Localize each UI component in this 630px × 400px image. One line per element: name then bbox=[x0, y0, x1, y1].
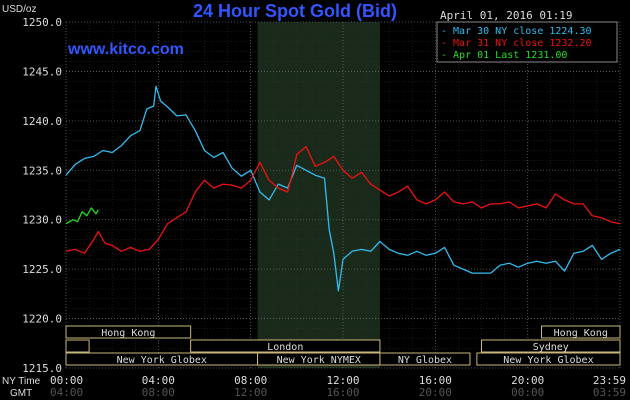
chart-title: 24 Hour Spot Gold (Bid) bbox=[193, 1, 397, 21]
session-label: Sydney bbox=[533, 342, 569, 353]
x-row-label-gmt: GMT bbox=[10, 388, 32, 399]
y-tick-label: 1250.0 bbox=[22, 16, 62, 29]
session-bar bbox=[481, 339, 621, 353]
x-tick-label-ny: 20:00 bbox=[511, 374, 544, 387]
legend-box bbox=[436, 21, 618, 63]
x-tick-label-gmt: 12:00 bbox=[234, 386, 267, 399]
session-bar bbox=[65, 325, 192, 339]
session-bar bbox=[65, 339, 90, 353]
y-axis-label: USD/oz bbox=[2, 4, 36, 15]
y-tick-label: 1235.0 bbox=[22, 164, 62, 177]
y-tick-label: 1220.0 bbox=[22, 313, 62, 326]
x-tick-label-ny: 04:00 bbox=[142, 374, 175, 387]
x-tick-label-ny: 23:59 bbox=[593, 374, 626, 387]
series-line-2 bbox=[65, 145, 621, 254]
date-label: April 01, 2016 01:19 bbox=[440, 9, 572, 22]
y-tick-label: 1230.0 bbox=[22, 214, 62, 227]
x-tick-label-gmt: 08:00 bbox=[142, 386, 175, 399]
session-bar bbox=[190, 339, 381, 353]
x-tick-label-ny: 08:00 bbox=[234, 374, 267, 387]
legend-entry: - Mar 30 NY close 1224.30 bbox=[441, 26, 592, 37]
x-tick-label-ny: 00:00 bbox=[50, 374, 83, 387]
session-bar bbox=[379, 352, 471, 366]
session-label: Hong Kong bbox=[554, 328, 608, 339]
y-tick-label: 1245.0 bbox=[22, 65, 62, 78]
x-tick-label-gmt: 20:00 bbox=[419, 386, 452, 399]
session-bar bbox=[476, 352, 621, 366]
session-label: New York NYMEX bbox=[277, 355, 361, 366]
x-tick-label-gmt: 04:00 bbox=[50, 386, 83, 399]
session-label: New York Globex bbox=[117, 355, 207, 366]
session-label: New York Globex bbox=[503, 355, 593, 366]
x-tick-label-gmt: 00:00 bbox=[511, 386, 544, 399]
legend-entry: - Apr 01 Last 1231.00 bbox=[441, 50, 567, 61]
legend-entry: - Mar 31 NY close 1232.20 bbox=[441, 38, 592, 49]
x-tick-label-ny: 16:00 bbox=[419, 374, 452, 387]
session-label: London bbox=[267, 342, 303, 353]
series-line-3 bbox=[65, 207, 99, 225]
x-tick-label-gmt: 16:00 bbox=[326, 386, 359, 399]
session-label: Hong Kong bbox=[101, 328, 155, 339]
nymex-session-shade bbox=[257, 22, 380, 368]
x-tick-label-gmt: 03:59 bbox=[593, 386, 626, 399]
series-line-1 bbox=[65, 85, 621, 292]
x-row-label-ny: NY Time bbox=[2, 376, 41, 387]
y-tick-label: 1240.0 bbox=[22, 115, 62, 128]
session-bar bbox=[541, 325, 621, 339]
y-tick-label: 1225.0 bbox=[22, 263, 62, 276]
session-label: NY Globex bbox=[398, 355, 452, 366]
y-tick-label: 1215.0 bbox=[22, 362, 62, 375]
watermark-text: www.kitco.com bbox=[67, 41, 184, 58]
x-tick-label-ny: 12:00 bbox=[326, 374, 359, 387]
